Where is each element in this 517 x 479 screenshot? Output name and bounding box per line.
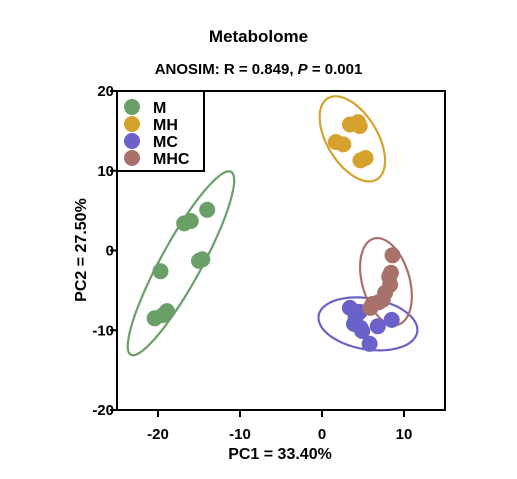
y-axis-label: PC2 = 27.50% — [73, 198, 90, 302]
x-axis-label: PC1 = 33.40% — [228, 446, 332, 463]
y-tick-label: -10 — [92, 322, 114, 339]
point-m — [146, 310, 163, 327]
legend-marker-mhc — [124, 150, 140, 166]
legend-label-mc: MC — [153, 134, 178, 151]
ellipse-m — [126, 170, 236, 357]
point-mhc — [384, 247, 401, 264]
point-mh — [352, 152, 369, 169]
legend-label-m: M — [153, 100, 166, 117]
point-mh — [335, 136, 352, 153]
point-m — [152, 263, 169, 280]
y-tick-label: -20 — [92, 402, 114, 419]
ellipse-mh — [318, 95, 387, 183]
x-tick-label: 10 — [396, 426, 413, 443]
point-mc — [354, 323, 371, 339]
point-mc — [361, 335, 378, 352]
data-points — [146, 114, 401, 352]
point-m — [199, 201, 216, 218]
point-m — [191, 252, 207, 269]
x-tick-label: 0 — [318, 426, 326, 443]
legend-marker-mc — [124, 133, 140, 149]
point-mh — [351, 118, 368, 135]
point-mc — [383, 311, 400, 328]
legend-label-mhc: MHC — [153, 151, 190, 168]
y-tick-label: 10 — [97, 163, 114, 180]
point-m — [176, 215, 193, 232]
subtitle-suffix: = 0.001 — [307, 61, 363, 78]
ellipse-mc — [317, 296, 419, 352]
subtitle-p-symbol: P — [297, 61, 308, 78]
x-tick-label: -20 — [147, 426, 169, 443]
x-tick-label: -10 — [229, 426, 251, 443]
legend-label-mh: MH — [153, 117, 178, 134]
legend-marker-mh — [124, 116, 140, 132]
chart-subtitle: ANOSIM: R = 0.849, P = 0.001 — [0, 61, 517, 78]
point-mhc — [362, 299, 379, 316]
subtitle-prefix: ANOSIM: R = 0.849, — [154, 61, 298, 78]
y-tick-label: 0 — [106, 243, 114, 260]
y-tick-label: 20 — [97, 83, 114, 100]
legend-marker-m — [124, 99, 140, 115]
axis-ticks: -20 -10 0 10 -20 -10 0 10 20 — [92, 83, 412, 443]
chart-title: Metabolome — [208, 27, 309, 46]
point-mc — [369, 318, 386, 335]
